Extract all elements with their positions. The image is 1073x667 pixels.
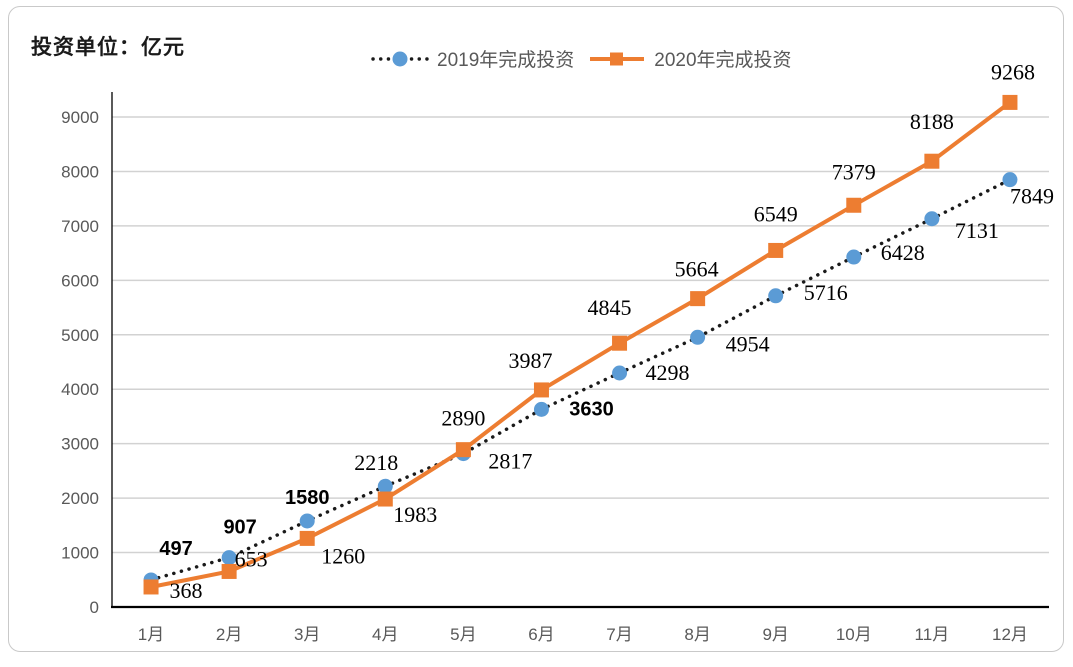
x-tick-label: 6月: [528, 625, 554, 644]
x-tick-label: 4月: [372, 625, 398, 644]
data-point-marker-circle: [924, 211, 940, 227]
data-label: 6428: [881, 240, 925, 265]
data-point-marker-square: [299, 530, 315, 546]
x-tick-label: 2月: [216, 625, 242, 644]
data-point-marker-square: [377, 491, 393, 507]
data-point-marker-square: [1002, 94, 1018, 110]
x-tick-label: 3月: [294, 625, 320, 644]
x-tick-label: 11月: [915, 625, 950, 644]
data-label: 7131: [955, 218, 999, 243]
data-point-marker-square: [221, 563, 237, 579]
data-label: 7379: [832, 159, 876, 184]
chart-canvas: 投资单位：亿元 2019年完成投资 2020年完成投资 0 1000 2000 300…: [8, 6, 1064, 652]
y-tick-label: 9000: [61, 108, 99, 127]
x-tick-label: 5月: [450, 625, 476, 644]
y-tick-label: 1000: [61, 544, 99, 563]
y-tick-label: 2000: [61, 489, 99, 508]
data-label: 3987: [508, 348, 552, 373]
data-point-marker-circle: [377, 478, 393, 494]
y-tick-label: 0: [90, 598, 99, 617]
y-tick-label: 4000: [61, 380, 99, 399]
data-point-marker-circle: [221, 550, 237, 566]
data-point-marker-circle: [612, 365, 628, 381]
legend-item-2019[interactable]: 2019年完成投资: [371, 45, 574, 72]
x-tick-label: 1月: [138, 625, 164, 644]
data-label: 5716: [804, 280, 848, 305]
data-label: 1580: [285, 487, 330, 509]
y-tick-label: 7000: [61, 217, 99, 236]
series-line-2019: [149, 177, 1012, 582]
data-label: 6549: [754, 201, 798, 226]
data-label: 368: [170, 578, 203, 603]
y-tick-label: 3000: [61, 435, 99, 454]
y-tick-label: 6000: [61, 271, 99, 290]
data-point-marker-square: [924, 153, 940, 169]
data-label: 2817: [488, 449, 532, 474]
data-label: 3630: [569, 398, 614, 420]
legend-item-2020[interactable]: 2020年完成投资: [588, 45, 792, 72]
data-point-marker-square: [690, 291, 706, 307]
data-label: 1260: [321, 543, 365, 568]
data-point-marker-square: [143, 579, 159, 595]
data-label: 7849: [1010, 184, 1054, 209]
plot-svg: 0 1000 2000 3000 4000 5000 6000 7000 8000 9000 1月 2…: [61, 59, 1054, 644]
data-point-marker-square: [455, 442, 471, 458]
data-label: 653: [235, 546, 268, 571]
data-point-marker-circle: [533, 401, 549, 417]
legend: 2019年完成投资 2020年完成投资: [371, 45, 792, 72]
data-label: 497: [159, 538, 192, 560]
x-tick-label: 9月: [762, 625, 788, 644]
dotted-line-circle-icon: [371, 51, 429, 66]
data-point-marker-square: [612, 335, 628, 351]
x-tick-label: 8月: [684, 625, 710, 644]
data-point-marker-circle: [846, 249, 862, 265]
data-label: 4845: [588, 295, 632, 320]
chart-unit-label: 投资单位：亿元: [31, 36, 185, 59]
data-point-marker-square: [846, 197, 862, 213]
x-tick-label: 10月: [836, 625, 872, 644]
data-label: 9268: [991, 59, 1035, 84]
data-label: 4298: [646, 360, 690, 385]
y-tick-label: 5000: [61, 326, 99, 345]
data-point-marker-square: [533, 382, 549, 398]
x-tick-label: 12月: [992, 625, 1028, 644]
data-label: 907: [223, 517, 256, 539]
data-label: 1983: [393, 502, 437, 527]
data-label: 2218: [354, 450, 398, 475]
data-label: 2890: [441, 406, 485, 431]
data-point-marker-circle: [768, 288, 784, 304]
legend-label-2020: 2020年完成投资: [654, 50, 792, 71]
data-point-marker-circle: [690, 329, 706, 345]
x-tick-label: 7月: [606, 625, 632, 644]
series-line-2020: [150, 100, 1012, 589]
legend-label-2019: 2019年完成投资: [437, 50, 575, 71]
data-label: 4954: [726, 331, 770, 356]
y-tick-label: 8000: [61, 162, 99, 181]
data-point-marker-circle: [1002, 172, 1018, 188]
data-label: 5664: [675, 257, 719, 282]
data-point-marker-circle: [299, 513, 315, 529]
data-point-marker-square: [768, 242, 784, 258]
solid-line-square-icon: [590, 52, 645, 65]
data-label: 8188: [910, 109, 954, 134]
